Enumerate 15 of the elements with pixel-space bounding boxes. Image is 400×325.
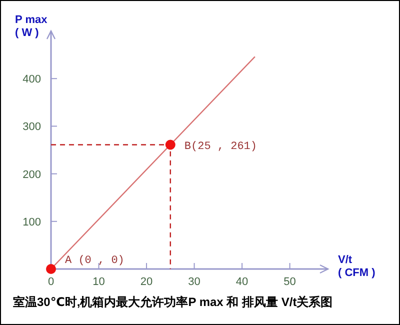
x-tick-label: 10 bbox=[92, 276, 105, 288]
x-tick-label: 20 bbox=[140, 276, 153, 288]
y-tick-label: 400 bbox=[22, 74, 41, 86]
x-tick-label: 0 bbox=[48, 276, 54, 288]
y-tick-label: 300 bbox=[22, 121, 41, 134]
annotation: B(25 , 261) bbox=[184, 140, 258, 153]
x-axis-title: V/t ( CFM ) bbox=[338, 254, 376, 279]
y-axis-title: P max ( W ) bbox=[15, 14, 48, 39]
annotation: A (0 , 0) bbox=[65, 255, 124, 267]
text: 室温30℃时,机箱内最大允许功率P max 和 排风量 V/t关系图 bbox=[13, 295, 333, 309]
x-tick-label: 30 bbox=[188, 276, 200, 288]
y-tick-label: 200 bbox=[22, 168, 41, 181]
x-tick-label: 40 bbox=[236, 276, 248, 288]
x-tick-label: 50 bbox=[284, 276, 296, 288]
y-tick-label: 100 bbox=[22, 216, 41, 228]
